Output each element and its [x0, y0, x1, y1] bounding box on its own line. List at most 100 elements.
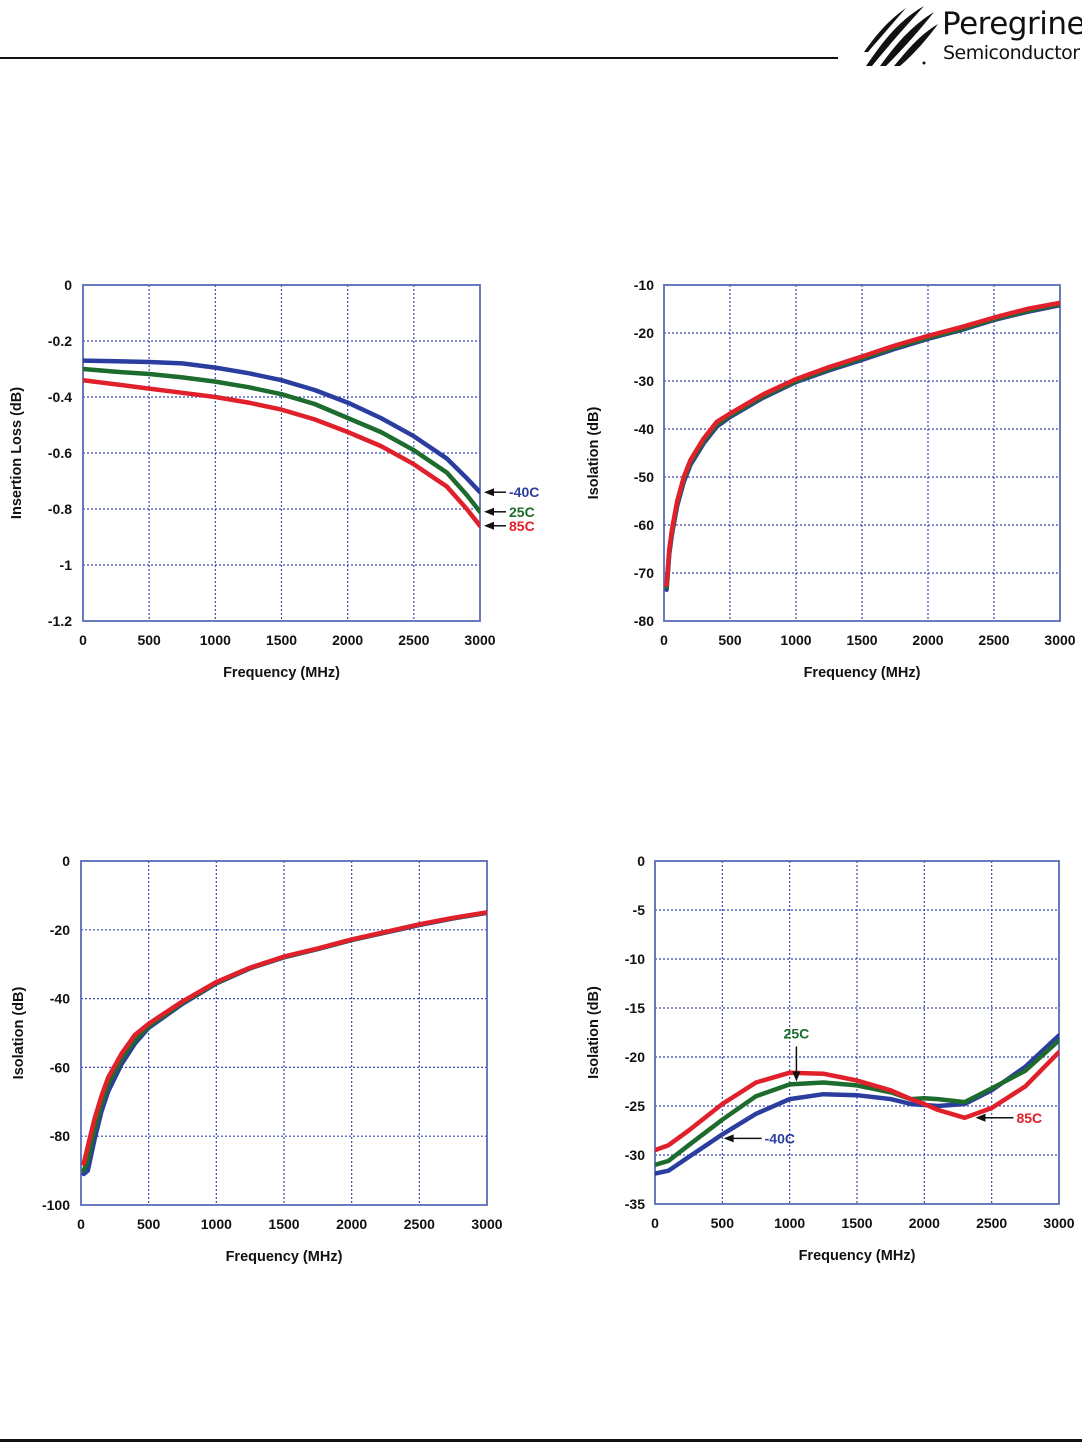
- annotation-arrowhead: [792, 1071, 801, 1082]
- x-tick-label: 3000: [1044, 632, 1075, 648]
- x-axis-label: Frequency (MHz): [799, 1248, 916, 1264]
- series-line-25C: [655, 1038, 1059, 1168]
- x-tick-label: 2000: [332, 632, 363, 648]
- x-tick-label: 2500: [978, 632, 1009, 648]
- y-tick-label: -70: [634, 565, 654, 581]
- y-tick-label: -80: [50, 1128, 70, 1144]
- plot-frame: [654, 860, 1060, 1205]
- x-tick-label: 1500: [266, 632, 297, 648]
- y-tick-label: -35: [625, 1196, 645, 1212]
- y-axis-label: Isolation (dB): [586, 407, 602, 500]
- x-tick-label: 3000: [464, 632, 495, 648]
- series-line-minus40C: [83, 358, 480, 495]
- brand-name: Peregrine: [942, 6, 1082, 42]
- x-tick-label: 2500: [398, 632, 429, 648]
- x-tick-label: 1000: [200, 632, 231, 648]
- annotation-arrowhead: [484, 488, 494, 497]
- header-rule: [0, 57, 838, 59]
- x-tick-label: 1000: [201, 1216, 232, 1232]
- x-axis-label: Frequency (MHz): [804, 665, 921, 681]
- y-tick-label: -30: [634, 373, 654, 389]
- y-tick-label: -60: [50, 1059, 70, 1075]
- annotation-arrowhead: [484, 521, 494, 530]
- x-tick-label: 0: [651, 1215, 659, 1231]
- y-tick-label: -30: [625, 1147, 645, 1163]
- x-tick-label: 1500: [268, 1216, 299, 1232]
- y-tick-label: -50: [634, 469, 654, 485]
- y-tick-label: -1: [60, 557, 73, 573]
- x-tick-label: 3000: [1043, 1215, 1074, 1231]
- x-tick-label: 1500: [841, 1215, 872, 1231]
- plot-frame: [82, 284, 481, 622]
- footer-rule: [0, 1439, 1082, 1442]
- x-tick-label: 500: [718, 632, 742, 648]
- y-tick-label: -100: [42, 1197, 70, 1213]
- y-axis-label: Isolation (dB): [11, 987, 27, 1080]
- annotation-label: 85C: [1016, 1110, 1042, 1126]
- y-tick-label: -40: [50, 991, 70, 1007]
- y-axis-label: Isolation (dB): [586, 986, 602, 1079]
- series-line-85C: [664, 300, 1060, 588]
- isolation-chart-3: 0 500 1000 1500 2000 2500 3000 0 -5 -10 -15 -20 -25 -…: [586, 853, 1075, 1264]
- series-line-85C: [655, 1049, 1059, 1153]
- x-tick-label: 500: [137, 632, 161, 648]
- isolation-chart-1: 0 500 1000 1500 2000 2500 3000 -10 -20 -30 -40 -50 -…: [586, 277, 1076, 681]
- annotation-arrowhead: [975, 1113, 986, 1122]
- y-tick-label: -5: [633, 902, 646, 918]
- y-axis-label: Insertion Loss (dB): [9, 387, 25, 519]
- peregrine-feather-icon: [864, 6, 938, 66]
- y-tick-label: -20: [50, 922, 70, 938]
- y-tick-label: -80: [634, 613, 654, 629]
- y-tick-label: -60: [634, 517, 654, 533]
- x-tick-label: 0: [77, 1216, 85, 1232]
- insertion-loss-chart: 0 500 1000 1500 2000 2500 3000 0 -0.2 -0.4 -0.6 -0.…: [9, 277, 539, 681]
- x-tick-label: 3000: [471, 1216, 502, 1232]
- y-tick-label: -1.2: [48, 613, 72, 629]
- y-tick-label: 0: [64, 277, 72, 293]
- x-tick-label: 1000: [780, 632, 811, 648]
- x-tick-label: 2500: [976, 1215, 1007, 1231]
- annotation-arrowhead: [723, 1134, 734, 1143]
- brand-subtitle: Semiconductor: [943, 42, 1080, 64]
- y-tick-label: -25: [625, 1098, 645, 1114]
- y-tick-label: -0.2: [48, 333, 72, 349]
- annotation-label: 85C: [509, 518, 535, 534]
- series-line-25C: [664, 301, 1060, 590]
- series-line-25C: [81, 910, 487, 1173]
- annotation-arrowhead: [484, 507, 494, 516]
- annotation-label: 25C: [509, 504, 535, 520]
- y-tick-label: -10: [625, 951, 645, 967]
- plot-frame: [80, 860, 488, 1206]
- x-tick-label: 1500: [846, 632, 877, 648]
- series-line-85C: [81, 910, 487, 1166]
- plot-frame: [663, 284, 1061, 622]
- x-tick-label: 0: [660, 632, 668, 648]
- y-tick-label: -0.4: [48, 389, 72, 405]
- annotation-label: -40C: [765, 1130, 795, 1146]
- y-tick-label: -20: [634, 325, 654, 341]
- annotation-label: 25C: [784, 1025, 810, 1041]
- x-tick-label: 1000: [774, 1215, 805, 1231]
- x-axis-label: Frequency (MHz): [226, 1249, 343, 1265]
- y-tick-label: -15: [625, 1000, 645, 1016]
- x-tick-label: 0: [79, 632, 87, 648]
- x-tick-label: 500: [137, 1216, 161, 1232]
- y-tick-label: -0.6: [48, 445, 72, 461]
- y-tick-label: -40: [634, 421, 654, 437]
- series-line-minus40C: [664, 302, 1060, 593]
- isolation-chart-2: 0 500 1000 1500 2000 2500 3000 0 -20 -40 -60 -80 -10…: [11, 853, 503, 1265]
- x-tick-label: 2000: [336, 1216, 367, 1232]
- x-tick-label: 2000: [909, 1215, 940, 1231]
- y-tick-label: -10: [634, 277, 654, 293]
- x-tick-label: 2500: [404, 1216, 435, 1232]
- y-tick-label: 0: [637, 853, 645, 869]
- y-tick-label: 0: [62, 853, 70, 869]
- series-line-25C: [83, 366, 480, 515]
- series-line-minus40C: [81, 910, 487, 1177]
- annotation-label: -40C: [509, 484, 539, 500]
- series-line-85C: [83, 377, 480, 529]
- x-tick-label: 500: [711, 1215, 735, 1231]
- x-axis-label: Frequency (MHz): [223, 665, 340, 681]
- y-tick-label: -20: [625, 1049, 645, 1065]
- company-logo: Peregrine Semiconductor: [862, 4, 1082, 70]
